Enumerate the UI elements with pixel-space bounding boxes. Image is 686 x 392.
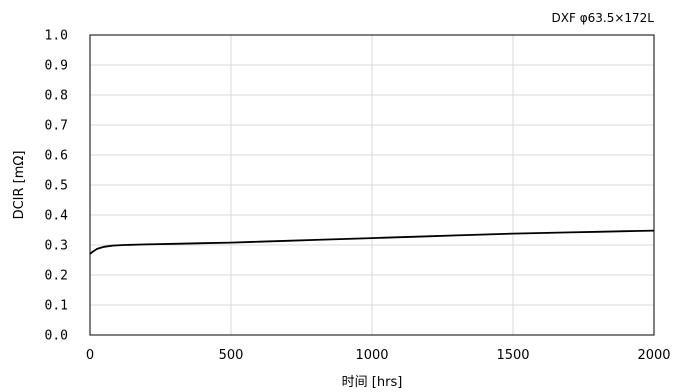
x-tick-label: 0: [86, 348, 94, 363]
x-axis-label: 时间 [hrs]: [342, 375, 403, 390]
chart-annotation: DXF φ63.5×172L: [552, 11, 655, 25]
grid-lines: [89, 34, 655, 336]
y-tick-label: 0.5: [45, 179, 68, 194]
y-tick-label: 0.3: [45, 239, 68, 254]
x-axis-ticks: 0 500 1000 1500 2000: [86, 348, 671, 363]
series-layer: [89, 229, 655, 255]
x-tick-label: 1000: [355, 348, 388, 363]
x-tick-label: 500: [219, 348, 244, 363]
y-tick-label: 0.8: [45, 89, 68, 104]
x-tick-label: 1500: [496, 348, 529, 363]
plot-area-frame: [89, 34, 655, 336]
y-tick-label: 0.0: [45, 329, 68, 344]
y-tick-label: 1.0: [45, 29, 68, 44]
y-tick-label: 0.1: [45, 299, 68, 314]
y-tick-label: 0.4: [45, 209, 69, 224]
y-tick-label: 0.9: [45, 59, 68, 74]
y-axis-label: DCIR [mΩ]: [12, 151, 27, 220]
y-tick-label: 0.6: [45, 149, 68, 164]
y-axis-ticks: 0.0 0.1 0.2 0.3 0.4 0.5 0.6 0.7 0.8 0.9 1.0: [45, 29, 69, 344]
y-tick-label: 0.2: [45, 269, 68, 284]
y-tick-label: 0.7: [45, 119, 68, 134]
series-line: [89, 229, 655, 255]
x-tick-label: 2000: [637, 348, 670, 363]
